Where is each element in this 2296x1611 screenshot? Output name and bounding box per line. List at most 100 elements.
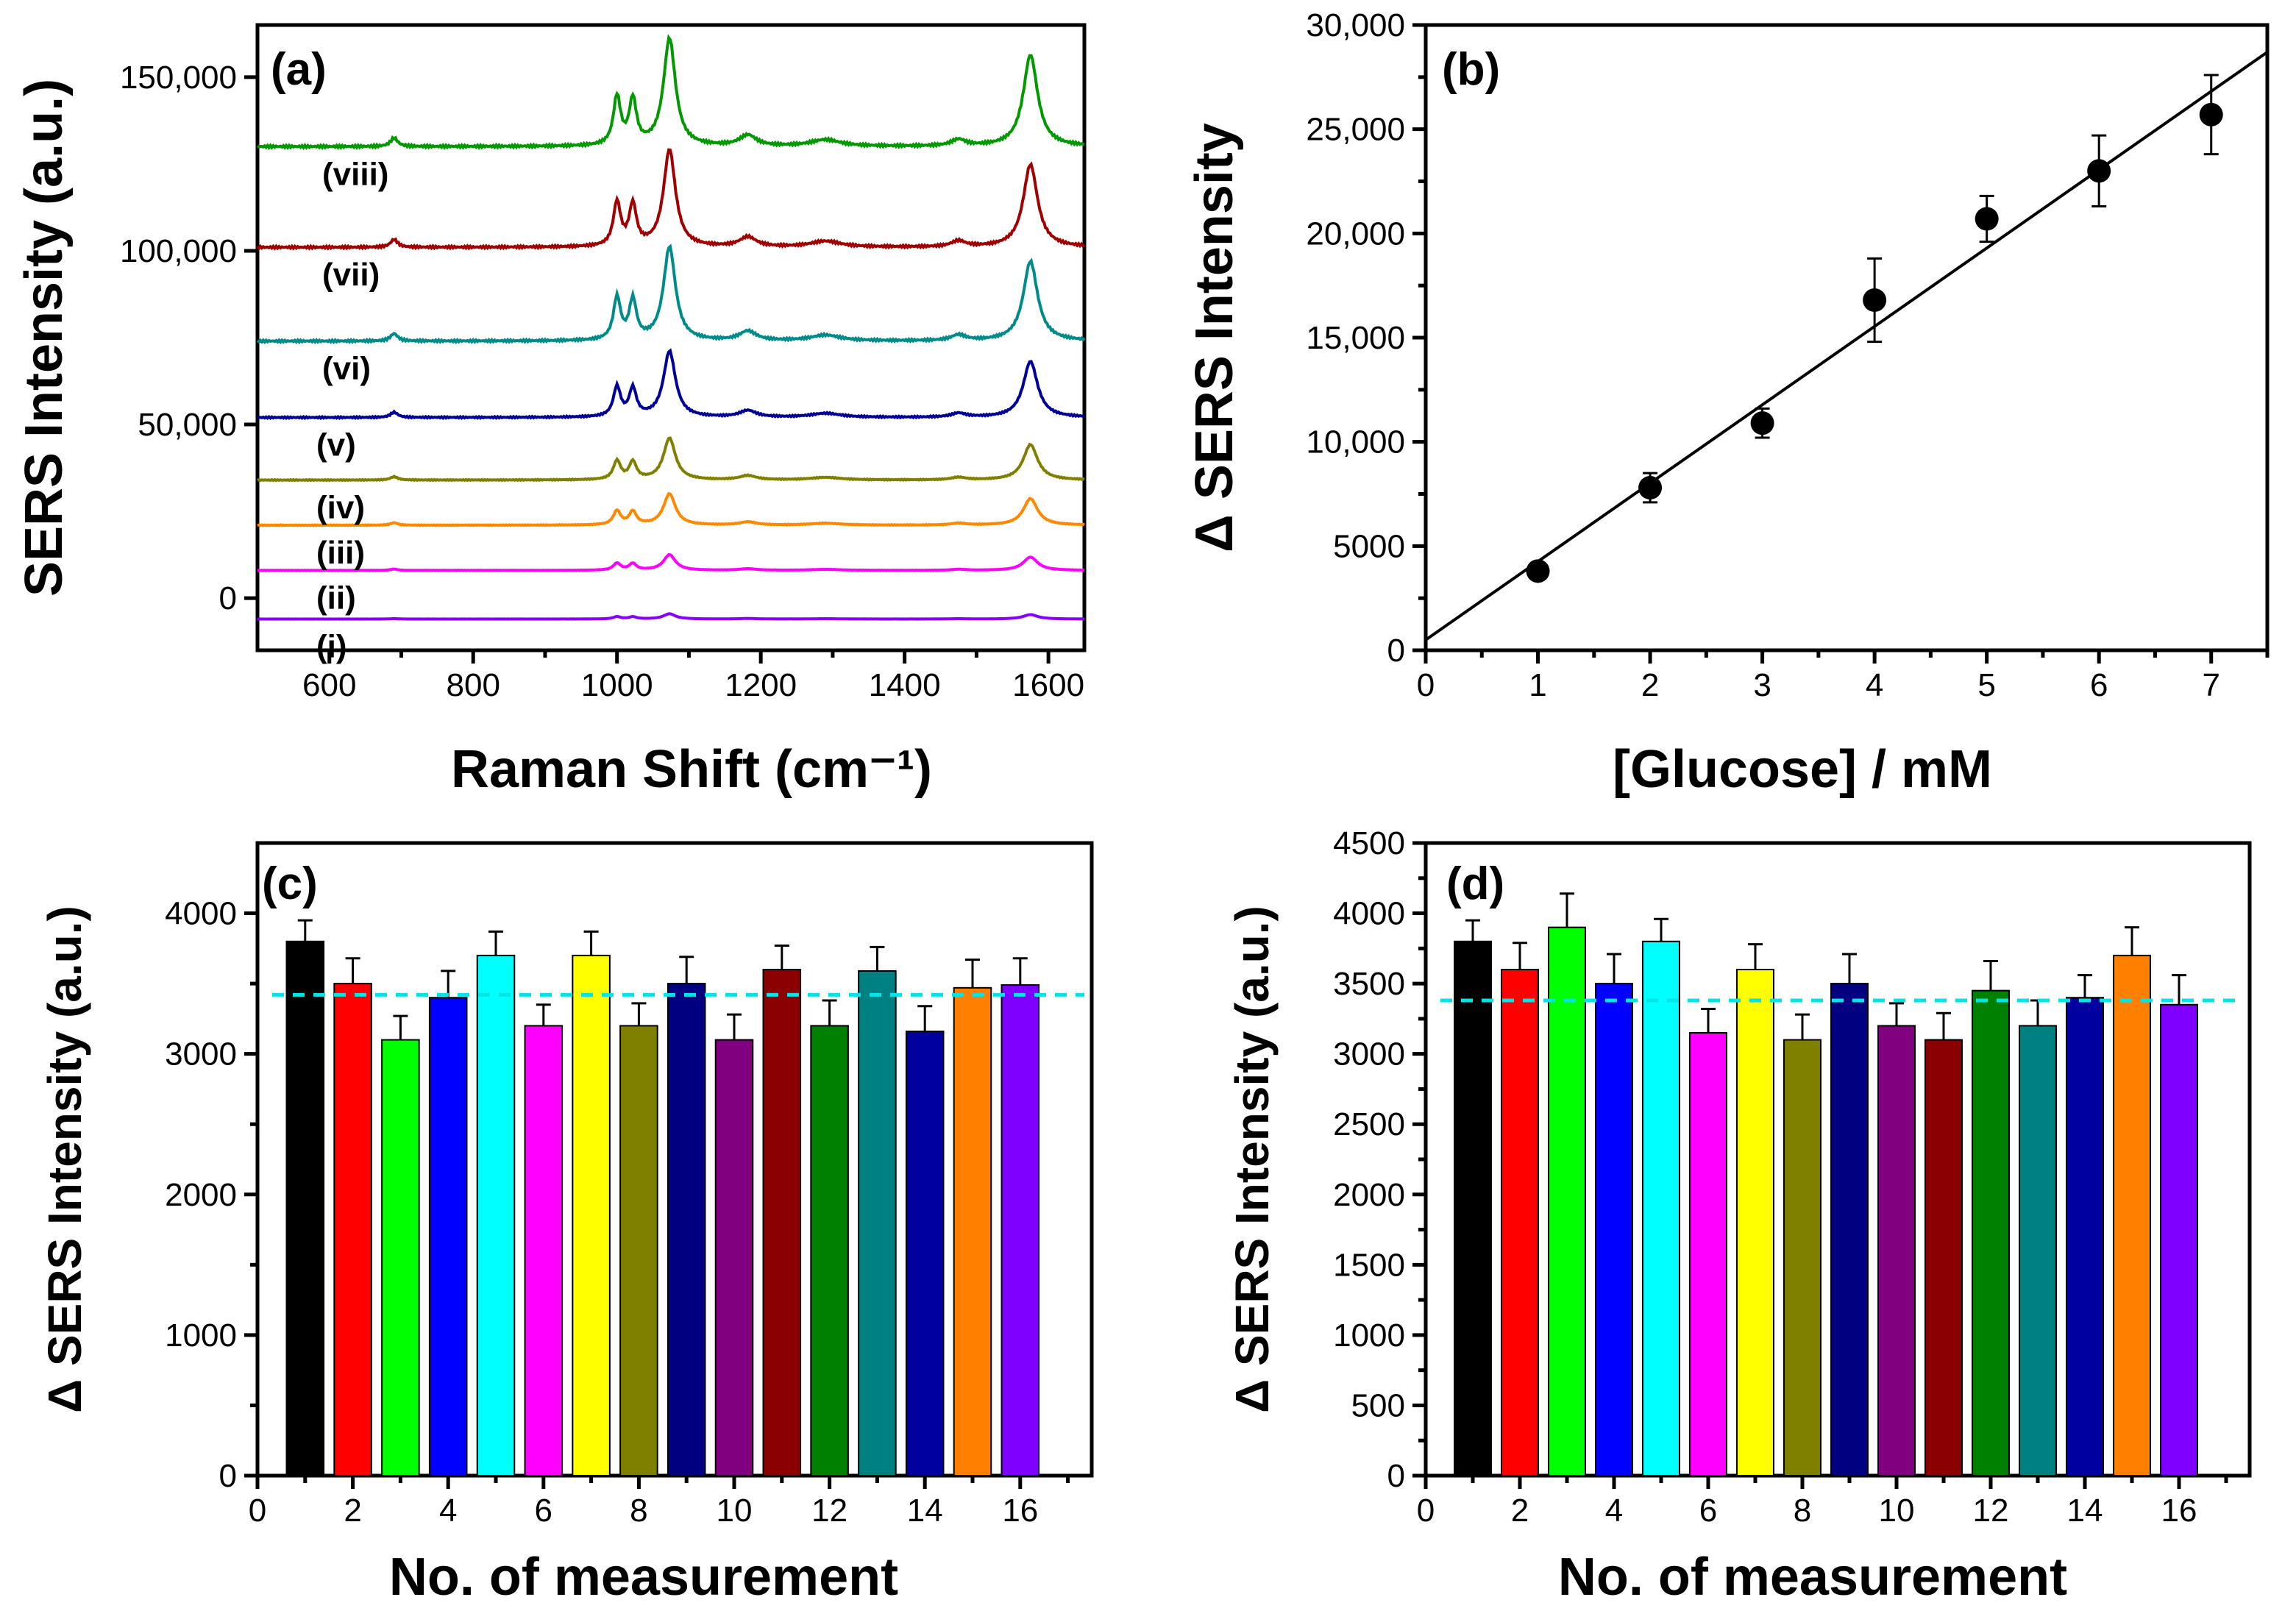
bar	[2113, 954, 2151, 1476]
bar	[333, 983, 372, 1476]
x-tick-label: 800	[447, 667, 500, 703]
y-tick-label: 50,000	[138, 407, 237, 443]
panel-label: (d)	[1446, 858, 1504, 909]
y-tick-label: 10,000	[1306, 424, 1405, 460]
data-point	[2087, 159, 2111, 183]
bar	[1642, 940, 1680, 1477]
y-axis-title: Δ SERS Intensity (a.u.)	[1226, 906, 1279, 1413]
data-point	[1526, 559, 1550, 583]
bar	[953, 986, 992, 1477]
y-axis-title: Δ SERS Intensity (a.u.)	[38, 906, 91, 1413]
bar	[1548, 926, 1586, 1476]
spectrum-line	[257, 436, 1085, 483]
y-tick-label: 3000	[165, 1036, 237, 1073]
x-tick-label: 2	[1511, 1493, 1529, 1529]
y-tick-label: 100,000	[120, 233, 237, 269]
data-point	[1863, 288, 1887, 312]
x-tick-label: 0	[249, 1493, 266, 1529]
y-tick-label: 2000	[1333, 1177, 1405, 1213]
bar	[1830, 983, 1869, 1476]
x-tick-label: 3	[1753, 667, 1771, 703]
x-tick-label: 10	[717, 1493, 753, 1529]
data-point	[1975, 207, 1999, 231]
x-tick-label: 2	[344, 1493, 361, 1529]
spectrum-line	[257, 348, 1085, 421]
bar	[1972, 989, 2010, 1476]
curve-label: (i)	[316, 629, 347, 665]
x-tick-label: 1	[1529, 667, 1546, 703]
y-tick-label: 0	[1387, 633, 1405, 669]
bar	[714, 1039, 754, 1476]
spectrum-line	[257, 491, 1085, 527]
y-tick-label: 25,000	[1306, 112, 1405, 148]
y-tick-label: 0	[219, 1458, 237, 1494]
data-point	[2199, 102, 2223, 127]
panel-label: (a)	[271, 44, 327, 95]
x-tick-label: 8	[1794, 1493, 1811, 1529]
x-tick-label: 1400	[869, 667, 941, 703]
panel-label: (c)	[262, 858, 318, 909]
plot-frame	[255, 23, 1087, 652]
bar	[905, 1031, 945, 1476]
curve-label: (viii)	[322, 156, 388, 192]
x-tick-label: 10	[1879, 1493, 1915, 1529]
y-tick-label: 2500	[1333, 1106, 1405, 1142]
y-tick-label: 1000	[165, 1317, 237, 1354]
y-tick-label: 500	[1351, 1387, 1405, 1423]
x-tick-label: 12	[1973, 1493, 2009, 1529]
bar	[572, 954, 611, 1476]
x-tick-label: 0	[1417, 1493, 1435, 1529]
bar	[1501, 969, 1539, 1476]
y-tick-label: 5000	[1333, 528, 1405, 564]
curve-label: (iv)	[316, 490, 365, 526]
y-tick-label: 0	[1387, 1458, 1405, 1494]
y-tick-label: 0	[219, 580, 237, 616]
y-tick-label: 30,000	[1306, 7, 1405, 43]
x-tick-label: 4	[1866, 667, 1883, 703]
bar	[381, 1039, 420, 1476]
bar	[1924, 1039, 1963, 1476]
x-tick-label: 7	[2202, 667, 2219, 703]
bar	[285, 940, 325, 1477]
y-tick-label: 15,000	[1306, 320, 1405, 356]
x-tick-label: 4	[439, 1493, 457, 1529]
y-tick-label: 20,000	[1306, 216, 1405, 252]
bar	[858, 970, 897, 1476]
panel-b: 0 1 2 3 4 5 6 7 0 5000 10,000 15,000 20,000 25,000 30,…	[1185, 7, 2270, 799]
y-axis-title: SERS Intensity (a.u.)	[15, 79, 74, 597]
x-tick-label: 2	[1641, 667, 1659, 703]
curve-label: (iii)	[316, 535, 365, 571]
bar	[1783, 1039, 1821, 1476]
panel-c: 0 2 4 6 8 10 12 14 16 0 1000 2000 3000 4000 (c) No. o…	[38, 841, 1094, 1607]
x-axis-title: No. of measurement	[1558, 1548, 2067, 1607]
plot-frame	[1424, 23, 2270, 652]
data-point	[1638, 476, 1663, 499]
x-axis-title: No. of measurement	[389, 1548, 898, 1607]
bar	[476, 954, 516, 1476]
x-tick-label: 6	[2090, 667, 2108, 703]
curve-label: (ii)	[316, 580, 356, 616]
bar	[1736, 969, 1774, 1476]
x-tick-label: 1600	[1012, 667, 1084, 703]
bar	[1000, 984, 1040, 1476]
y-tick-label: 4000	[165, 896, 237, 932]
fit-line	[1424, 51, 2269, 641]
bar	[810, 1025, 849, 1476]
bar	[2019, 1025, 2057, 1476]
bar	[619, 1025, 658, 1476]
y-tick-label: 4500	[1333, 825, 1405, 861]
y-tick-label: 1500	[1333, 1247, 1405, 1283]
bar	[1689, 1032, 1727, 1476]
bar	[762, 969, 802, 1476]
bar	[2066, 997, 2104, 1476]
x-tick-label: 16	[1002, 1493, 1038, 1529]
x-tick-label: 8	[630, 1493, 647, 1529]
x-tick-label: 4	[1605, 1493, 1623, 1529]
y-tick-label: 2000	[165, 1177, 237, 1213]
data-point	[1750, 411, 1774, 435]
y-tick-label: 3500	[1333, 966, 1405, 1002]
bar	[1595, 983, 1633, 1476]
x-axis-title: Raman Shift (cm⁻¹)	[451, 740, 932, 799]
x-tick-label: 0	[1417, 667, 1435, 703]
